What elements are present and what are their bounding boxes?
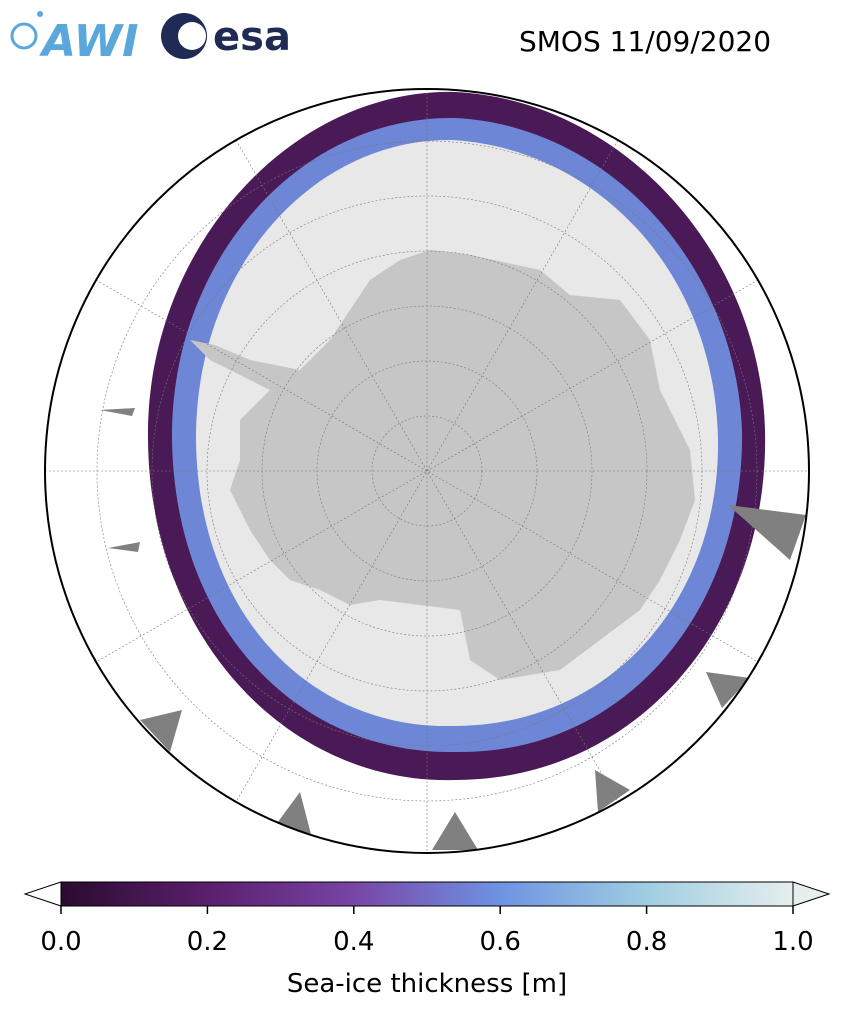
esa-text: esa bbox=[213, 14, 291, 60]
esa-logo: esa bbox=[161, 13, 291, 60]
colorbar-tick-label: 1.0 bbox=[772, 927, 813, 957]
colorbar-label: Sea-ice thickness [m] bbox=[287, 969, 567, 999]
colorbar-tick-label: 0.6 bbox=[480, 927, 521, 957]
colorbar-tick-label: 0.8 bbox=[626, 927, 667, 957]
colorbar-tick-label: 0.4 bbox=[333, 927, 374, 957]
colorbar-tick-label: 0.0 bbox=[40, 927, 81, 957]
colorbar bbox=[23, 881, 831, 907]
map-border bbox=[44, 88, 810, 854]
map bbox=[45, 89, 809, 853]
awi-text: AWI bbox=[39, 16, 139, 67]
colorbar-tick-label: 0.2 bbox=[187, 927, 228, 957]
awi-logo: AWI bbox=[10, 11, 139, 67]
map-title: SMOS 11/09/2020 bbox=[519, 25, 771, 58]
